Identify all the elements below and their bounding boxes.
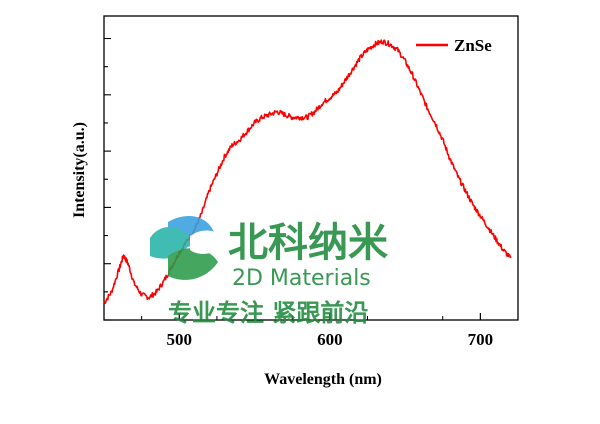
x-tick-label: 700 bbox=[468, 330, 494, 349]
watermark-subtitle: 2D Materials bbox=[232, 266, 371, 291]
x-tick-label: 600 bbox=[317, 330, 343, 349]
leaf-logo-icon bbox=[150, 216, 226, 280]
y-axis-label: Intensity(a.u.) bbox=[71, 122, 88, 218]
series-line-znse bbox=[103, 39, 512, 304]
legend: ZnSe bbox=[416, 36, 492, 55]
x-tick-label: 500 bbox=[167, 330, 193, 349]
x-axis-ticks: 500 600 700 bbox=[141, 313, 519, 349]
y-axis-ticks bbox=[104, 37, 111, 321]
plot-frame bbox=[103, 15, 519, 321]
watermark: 北科纳米 2D Materials 专业专注 紧跟前沿 bbox=[150, 216, 388, 327]
legend-label-znse: ZnSe bbox=[454, 36, 492, 55]
series-layer bbox=[103, 39, 512, 304]
watermark-title: 北科纳米 bbox=[228, 220, 388, 266]
watermark-slogan: 专业专注 紧跟前沿 bbox=[168, 299, 368, 327]
x-axis-label: Wavelength (nm) bbox=[264, 371, 382, 388]
